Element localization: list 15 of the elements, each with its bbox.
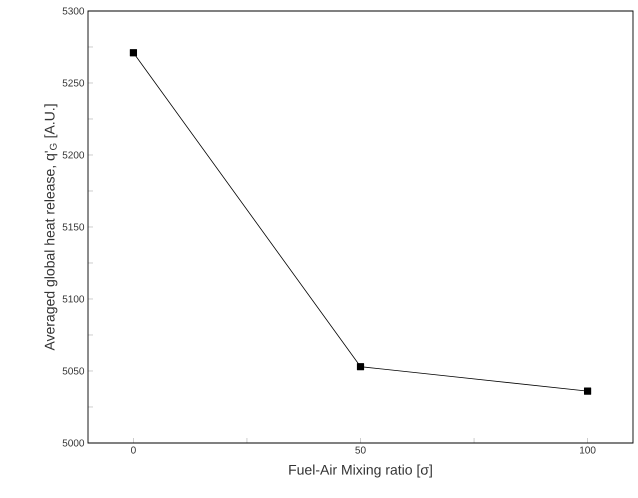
y-tick-label: 5250 <box>62 79 84 87</box>
y-axis-title: Averaged global heat release, q'$_{G}$ [A.U.] <box>44 104 58 351</box>
point <box>130 49 138 56</box>
x-tick-label: 0 <box>131 446 136 454</box>
y-tick-label: 5300 <box>62 7 84 15</box>
y-tick-label: 5100 <box>62 295 84 303</box>
x-axis-title: Fuel-Air Mixing ratio [σ] <box>289 464 432 478</box>
y-tick-label: 5150 <box>62 223 84 231</box>
y-tick-label: 5000 <box>62 439 84 447</box>
x-tick-label: 50 <box>355 446 366 454</box>
y-tick-label: 5200 <box>62 151 84 159</box>
point <box>356 363 364 370</box>
point <box>584 388 592 395</box>
y-tick-label: 5050 <box>62 367 84 375</box>
x-tick-label: 100 <box>580 446 596 454</box>
